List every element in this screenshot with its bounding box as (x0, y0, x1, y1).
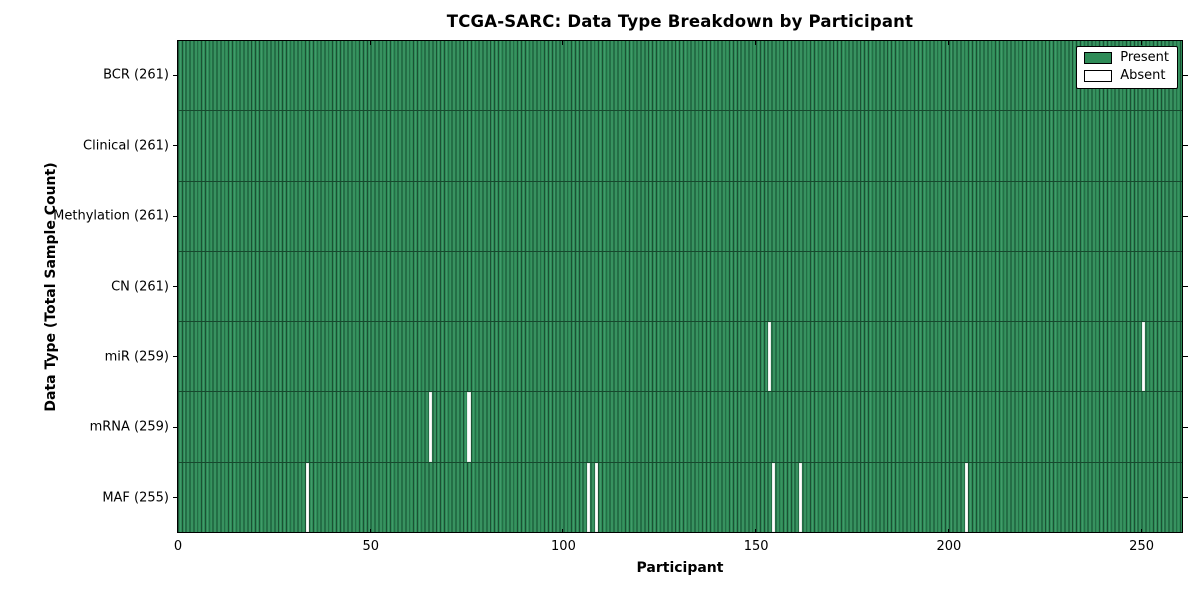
data-row-bcr (178, 41, 1182, 111)
legend-label-absent: Absent (1120, 68, 1166, 83)
x-tick-mark (369, 528, 371, 533)
x-tick-label: 0 (173, 539, 183, 554)
y-tick-label: BCR (261) (103, 67, 169, 83)
absent-cell (771, 462, 776, 532)
y-tick-mark (172, 356, 177, 358)
y-tick-label: MAF (255) (102, 490, 169, 506)
absent-cell (1142, 322, 1146, 392)
x-tick-label: 50 (362, 539, 379, 554)
x-tick-mark (369, 40, 371, 45)
y-tick-mark (172, 215, 177, 217)
absent-cell (428, 392, 432, 462)
y-tick-label: miR (259) (104, 349, 169, 365)
x-tick-mark (947, 40, 949, 45)
y-tick-mark (1183, 426, 1188, 428)
legend-swatch-absent-icon (1084, 70, 1113, 82)
absent-cell (768, 322, 772, 392)
absent-cell (586, 462, 590, 532)
absent-cell (798, 462, 802, 532)
x-tick-label: 200 (936, 539, 962, 554)
y-tick-mark (172, 145, 177, 147)
chart-title: TCGA-SARC: Data Type Breakdown by Partic… (446, 12, 914, 31)
y-tick-mark (172, 286, 177, 287)
legend-label-present: Present (1120, 50, 1169, 65)
x-tick-mark (562, 528, 564, 533)
plot-area: Present Absent (177, 40, 1183, 533)
absent-cell (594, 462, 598, 532)
x-tick-mark (755, 40, 757, 45)
y-tick-mark (1183, 286, 1188, 287)
absent-cell (467, 392, 471, 462)
x-tick-mark (177, 40, 178, 45)
x-tick-mark (1140, 40, 1142, 45)
y-tick-mark (1183, 215, 1188, 217)
x-tick-mark (755, 528, 757, 533)
x-tick-mark (947, 528, 949, 533)
x-axis-title: Participant (636, 560, 724, 576)
data-row-clinical (178, 110, 1182, 181)
x-tick-mark (562, 40, 564, 45)
y-tick-mark (1183, 74, 1188, 76)
y-tick-mark (172, 426, 177, 428)
x-tick-label: 150 (743, 539, 769, 554)
data-row-cn (178, 250, 1182, 322)
legend-entry-present: Present (1084, 51, 1169, 65)
data-row-methylation (178, 180, 1182, 251)
absent-cell (305, 462, 309, 532)
y-tick-label: Clinical (261) (83, 138, 169, 154)
data-row-maf (178, 461, 1182, 532)
y-tick-mark (1183, 145, 1188, 147)
y-tick-mark (172, 497, 177, 499)
absent-cell (964, 462, 968, 532)
legend-entry-absent: Absent (1084, 69, 1169, 83)
x-tick-label: 100 (551, 539, 576, 554)
y-tick-mark (172, 74, 177, 76)
x-tick-label: 250 (1129, 539, 1155, 554)
data-row-mrna (178, 391, 1182, 462)
y-tick-mark (1183, 497, 1188, 499)
x-tick-mark (177, 528, 178, 533)
y-tick-label: Methylation (261) (53, 208, 169, 224)
x-tick-mark (1140, 528, 1142, 533)
y-tick-label: CN (261) (111, 279, 169, 294)
y-tick-label: mRNA (259) (89, 419, 169, 435)
legend-swatch-present-icon (1084, 52, 1113, 64)
legend: Present Absent (1076, 46, 1178, 89)
y-tick-mark (1183, 356, 1188, 358)
data-row-mir (178, 321, 1182, 392)
